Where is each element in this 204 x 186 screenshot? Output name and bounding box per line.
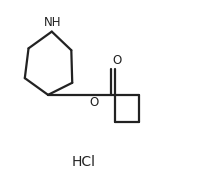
Text: NH: NH	[44, 16, 61, 29]
Text: O: O	[112, 54, 121, 67]
Text: O: O	[89, 96, 98, 109]
Text: HCl: HCl	[71, 155, 95, 169]
